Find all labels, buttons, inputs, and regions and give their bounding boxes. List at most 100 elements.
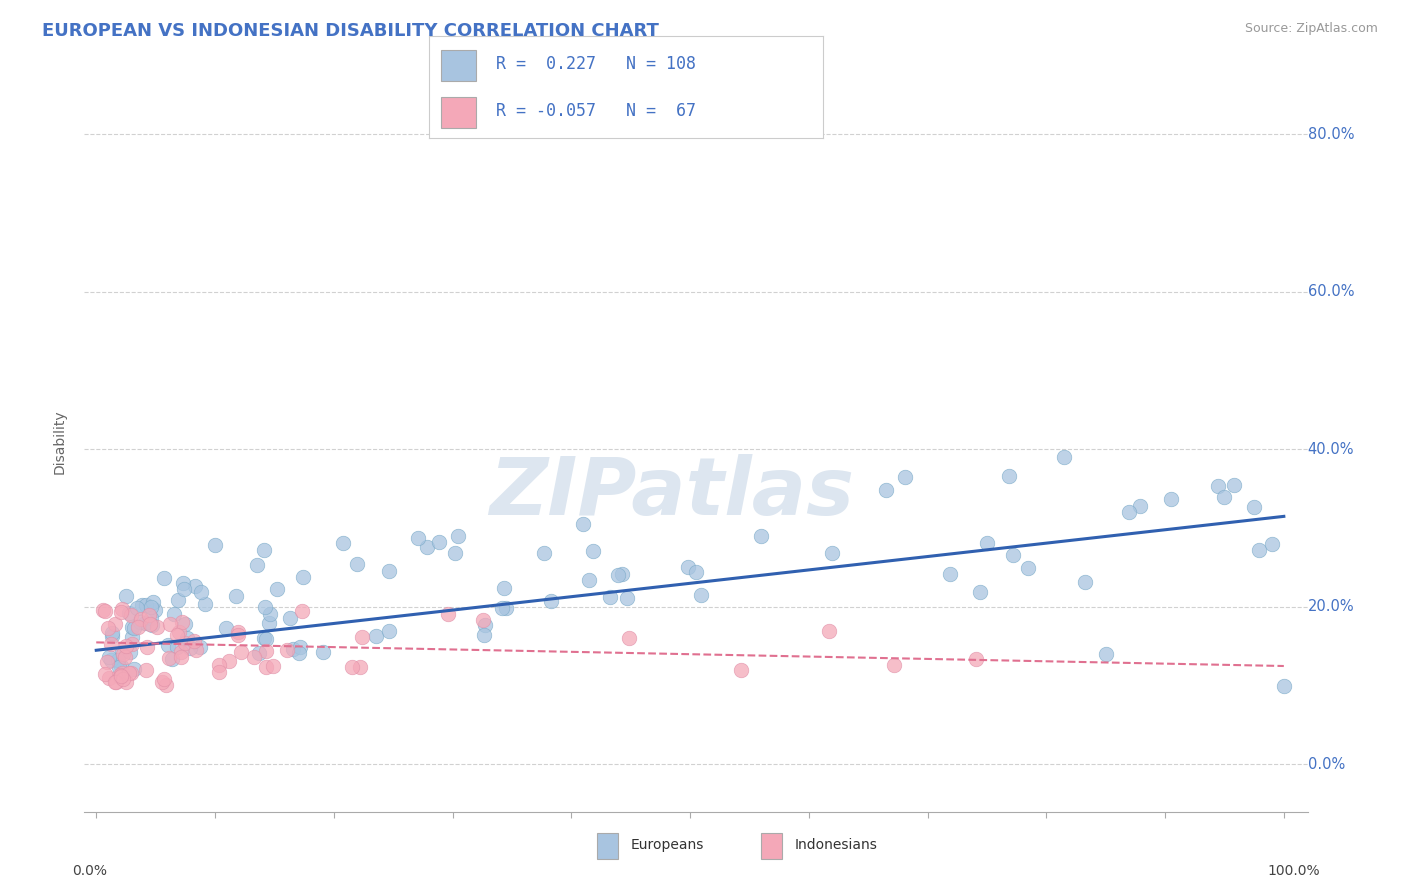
- Point: [125, 601, 148, 615]
- Point: [290, 640, 312, 655]
- Point: [110, 658, 132, 673]
- Point: [1160, 491, 1182, 506]
- Point: [377, 624, 399, 638]
- Point: [875, 483, 897, 497]
- Text: 20.0%: 20.0%: [1308, 599, 1354, 615]
- Point: [98, 649, 121, 664]
- Point: [254, 660, 277, 674]
- Point: [179, 640, 201, 655]
- Point: [690, 588, 713, 602]
- Point: [93, 603, 115, 617]
- Point: [115, 589, 138, 603]
- Point: [1222, 477, 1244, 491]
- Point: [346, 558, 368, 572]
- Y-axis label: Disability: Disability: [52, 409, 66, 474]
- Point: [893, 469, 915, 483]
- Point: [100, 626, 122, 640]
- Point: [131, 599, 153, 613]
- Point: [118, 645, 141, 659]
- Point: [152, 571, 174, 585]
- Point: [1001, 548, 1024, 562]
- Point: [820, 546, 842, 560]
- Point: [1017, 561, 1039, 575]
- FancyBboxPatch shape: [440, 50, 477, 81]
- Point: [218, 654, 240, 668]
- Point: [121, 620, 143, 634]
- Point: [444, 546, 467, 560]
- Point: [495, 601, 517, 615]
- Point: [427, 535, 450, 549]
- Point: [281, 642, 304, 657]
- Point: [111, 645, 134, 659]
- Point: [94, 667, 117, 681]
- Point: [153, 672, 176, 686]
- Point: [447, 529, 470, 543]
- Point: [406, 531, 429, 545]
- Point: [104, 617, 127, 632]
- Point: [156, 638, 179, 652]
- Point: [173, 616, 195, 631]
- Point: [288, 646, 311, 660]
- Text: Europeans: Europeans: [631, 838, 704, 852]
- Point: [491, 600, 513, 615]
- Text: 100.0%: 100.0%: [1267, 863, 1320, 878]
- Point: [1208, 478, 1230, 492]
- Point: [142, 595, 165, 609]
- Point: [1118, 505, 1140, 519]
- Point: [184, 579, 207, 593]
- Point: [262, 659, 284, 673]
- Point: [104, 674, 127, 689]
- Point: [96, 655, 118, 669]
- Point: [599, 590, 621, 604]
- Point: [170, 650, 193, 665]
- Point: [138, 607, 160, 622]
- Point: [437, 607, 460, 621]
- Point: [229, 644, 252, 658]
- Point: [115, 639, 138, 653]
- Point: [676, 559, 699, 574]
- Text: ZIPatlas: ZIPatlas: [489, 454, 853, 533]
- Text: 0.0%: 0.0%: [1308, 757, 1344, 772]
- Point: [100, 637, 122, 651]
- Point: [166, 592, 188, 607]
- Point: [100, 629, 122, 643]
- Point: [610, 567, 633, 582]
- Point: [135, 598, 157, 612]
- Point: [118, 606, 141, 620]
- Text: 40.0%: 40.0%: [1308, 442, 1354, 457]
- Point: [364, 629, 387, 643]
- Text: Indonesians: Indonesians: [794, 838, 877, 852]
- Point: [121, 637, 143, 651]
- Point: [352, 630, 374, 644]
- Point: [1053, 450, 1076, 464]
- Point: [104, 675, 127, 690]
- Point: [751, 529, 773, 543]
- Point: [492, 581, 515, 595]
- Point: [226, 624, 249, 639]
- Text: EUROPEAN VS INDONESIAN DISABILITY CORRELATION CHART: EUROPEAN VS INDONESIAN DISABILITY CORREL…: [42, 22, 659, 40]
- Point: [188, 640, 211, 655]
- Text: 80.0%: 80.0%: [1308, 127, 1354, 142]
- Point: [170, 645, 193, 659]
- Point: [276, 643, 298, 657]
- Point: [976, 536, 998, 550]
- Point: [107, 652, 129, 666]
- Point: [1094, 647, 1116, 661]
- Point: [617, 631, 640, 645]
- Point: [166, 640, 188, 655]
- Point: [246, 558, 269, 573]
- Point: [118, 665, 141, 680]
- Point: [253, 543, 276, 558]
- Point: [291, 604, 314, 618]
- Point: [616, 591, 638, 606]
- Point: [883, 657, 905, 672]
- Point: [111, 602, 134, 616]
- Point: [730, 663, 752, 677]
- Point: [578, 573, 600, 587]
- Point: [259, 607, 281, 622]
- Point: [141, 611, 163, 625]
- Point: [685, 565, 707, 579]
- Point: [1261, 537, 1284, 551]
- Point: [136, 640, 159, 655]
- Point: [207, 657, 229, 672]
